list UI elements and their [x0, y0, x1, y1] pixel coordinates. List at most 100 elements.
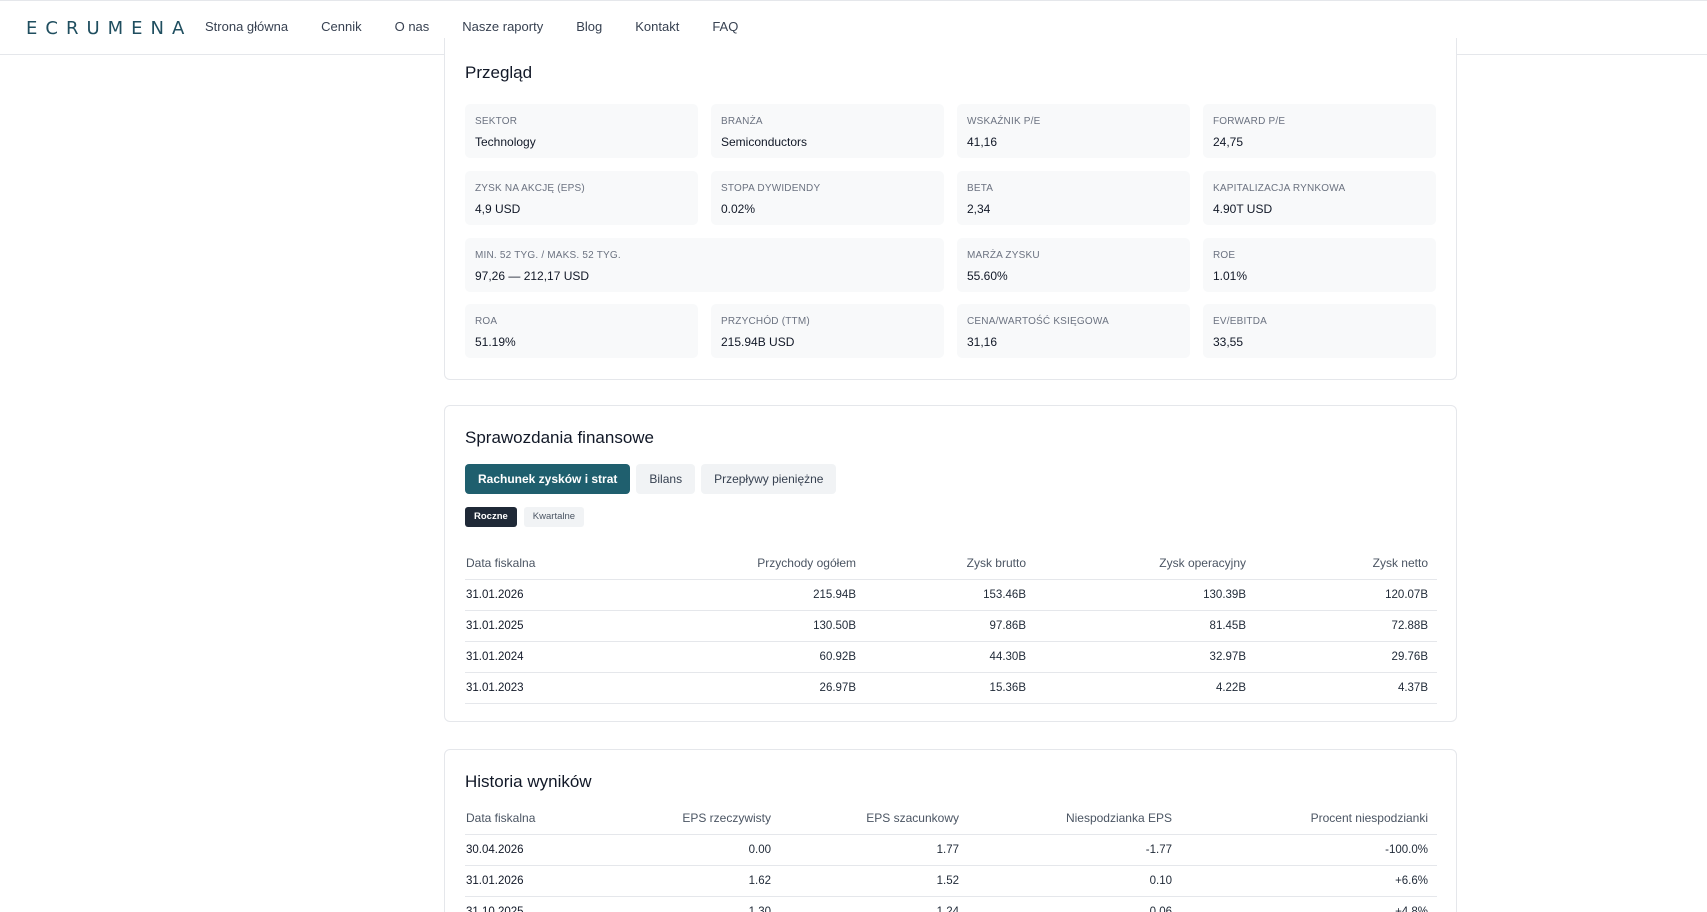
cell-date: 31.10.2025	[465, 896, 615, 912]
nav-pricing[interactable]: Cennik	[321, 19, 362, 34]
col-header: Zysk operacyjny	[1035, 547, 1255, 580]
table-row: 30.04.2026 0.00 1.77 -1.77 -100.0%	[465, 834, 1437, 866]
tile-label: SEKTOR	[475, 116, 518, 127]
tile-label: BETA	[967, 183, 994, 194]
brand-logo[interactable]: ECRUMENA	[26, 18, 193, 39]
cell-operating-income: 32.97B	[1035, 641, 1255, 673]
cell-eps-surprise: 0.06	[968, 896, 1181, 912]
tab-cash-flow[interactable]: Przepływy pieniężne	[701, 464, 837, 494]
nav-about[interactable]: O nas	[394, 19, 430, 34]
cell-operating-income: 130.39B	[1035, 579, 1255, 611]
tile-market-cap: KAPITALIZACJA RYNKOWA 4.90T USD	[1203, 171, 1436, 225]
cell-date: 31.01.2024	[465, 641, 645, 673]
financials-table: Data fiskalna Przychody ogółem Zysk brut…	[465, 547, 1437, 704]
nav-blog[interactable]: Blog	[576, 19, 603, 34]
cell-eps-estimate: 1.52	[780, 865, 968, 897]
main-nav: Strona główna Cennik O nas Nasze raporty…	[205, 19, 771, 34]
tile-eps: ZYSK NA AKCJĘ (EPS) 4,9 USD	[465, 171, 698, 225]
nav-faq[interactable]: FAQ	[712, 19, 739, 34]
tile-revenue-ttm: PRZYCHÓD (TTM) 215.94B USD	[711, 304, 944, 358]
cell-operating-income: 81.45B	[1035, 610, 1255, 642]
tile-label: ZYSK NA AKCJĘ (EPS)	[475, 183, 585, 194]
tile-value: 31,16	[967, 335, 998, 349]
tile-value: 51.19%	[475, 335, 516, 349]
tile-label: STOPA DYWIDENDY	[721, 183, 821, 194]
tile-label: ROA	[475, 316, 498, 327]
period-annual[interactable]: Roczne	[465, 507, 517, 527]
cell-eps-actual: 1.30	[615, 896, 780, 912]
nav-contact[interactable]: Kontakt	[635, 19, 680, 34]
tile-label: KAPITALIZACJA RYNKOWA	[1213, 183, 1346, 194]
cell-eps-surprise: 0.10	[968, 865, 1181, 897]
tile-value: 41,16	[967, 135, 998, 149]
tile-forward-pe: FORWARD P/E 24,75	[1203, 104, 1436, 158]
tile-value: 4.90T USD	[1213, 202, 1273, 216]
table-row: 31.01.2026 1.62 1.52 0.10 +6.6%	[465, 865, 1437, 897]
nav-reports[interactable]: Nasze raporty	[462, 19, 544, 34]
table-row: 31.01.2026 215.94B 153.46B 130.39B 120.0…	[465, 579, 1437, 611]
table-header-row: Data fiskalna Przychody ogółem Zysk brut…	[465, 547, 1437, 580]
tile-52week-range: MIN. 52 TYG. / MAKS. 52 TYG. 97,26 — 212…	[465, 238, 944, 292]
tile-value: 97,26 — 212,17 USD	[475, 269, 590, 283]
cell-revenue: 215.94B	[645, 579, 865, 611]
col-header: Data fiskalna	[465, 802, 615, 835]
table-header-row: Data fiskalna EPS rzeczywisty EPS szacun…	[465, 802, 1437, 835]
tile-label: MARŻA ZYSKU	[967, 250, 1040, 261]
tile-dividend: STOPA DYWIDENDY 0.02%	[711, 171, 944, 225]
cell-eps-estimate: 1.24	[780, 896, 968, 912]
cell-surprise-percent: -100.0%	[1181, 834, 1437, 866]
period-quarterly[interactable]: Kwartalne	[523, 507, 585, 527]
earnings-title: Historia wyników	[465, 772, 592, 791]
cell-revenue: 60.92B	[645, 641, 865, 673]
col-header: Zysk netto	[1255, 547, 1437, 580]
tile-value: 24,75	[1213, 135, 1244, 149]
tab-income-statement[interactable]: Rachunek zysków i strat	[465, 464, 631, 494]
col-header: EPS szacunkowy	[780, 802, 968, 835]
tile-value: Technology	[475, 135, 536, 149]
col-header: Niespodzianka EPS	[968, 802, 1181, 835]
col-header: EPS rzeczywisty	[615, 802, 780, 835]
tile-value: 55.60%	[967, 269, 1008, 283]
cell-surprise-percent: +4.8%	[1181, 896, 1437, 912]
table-row: 31.01.2025 130.50B 97.86B 81.45B 72.88B	[465, 610, 1437, 642]
cell-operating-income: 4.22B	[1035, 672, 1255, 704]
table-row: 31.01.2023 26.97B 15.36B 4.22B 4.37B	[465, 672, 1437, 704]
cell-revenue: 130.50B	[645, 610, 865, 642]
financials-title: Sprawozdania finansowe	[465, 428, 655, 447]
tile-value: 4,9 USD	[475, 202, 521, 216]
tile-price-to-book: CENA/WARTOŚĆ KSIĘGOWA 31,16	[957, 304, 1190, 358]
overview-title: Przegląd	[465, 63, 533, 82]
cell-revenue: 26.97B	[645, 672, 865, 704]
cell-net-income: 4.37B	[1255, 672, 1437, 704]
table-row: 31.10.2025 1.30 1.24 0.06 +4.8%	[465, 896, 1437, 912]
cell-gross-profit: 15.36B	[865, 672, 1035, 704]
cell-date: 30.04.2026	[465, 834, 615, 866]
tile-label: CENA/WARTOŚĆ KSIĘGOWA	[967, 316, 1109, 327]
overview-card: Przegląd SEKTOR Technology BRANŻA Semico…	[444, 38, 1457, 380]
tile-value: Semiconductors	[721, 135, 808, 149]
tile-label: MIN. 52 TYG. / MAKS. 52 TYG.	[475, 250, 621, 261]
tile-profit-margin: MARŻA ZYSKU 55.60%	[957, 238, 1190, 292]
cell-net-income: 120.07B	[1255, 579, 1437, 611]
col-header: Data fiskalna	[465, 547, 645, 580]
cell-surprise-percent: +6.6%	[1181, 865, 1437, 897]
tile-value: 215.94B USD	[721, 335, 795, 349]
tile-industry: BRANŻA Semiconductors	[711, 104, 944, 158]
tile-value: 33,55	[1213, 335, 1244, 349]
tab-balance-sheet[interactable]: Bilans	[636, 464, 696, 494]
tile-label: BRANŻA	[721, 116, 763, 127]
period-toggle: Roczne Kwartalne	[465, 507, 585, 527]
cell-net-income: 29.76B	[1255, 641, 1437, 673]
tile-value: 2,34	[967, 202, 991, 216]
cell-eps-actual: 0.00	[615, 834, 780, 866]
cell-date: 31.01.2025	[465, 610, 645, 642]
tile-ev-ebitda: EV/EBITDA 33,55	[1203, 304, 1436, 358]
earnings-table: Data fiskalna EPS rzeczywisty EPS szacun…	[465, 802, 1437, 912]
tile-beta: BETA 2,34	[957, 171, 1190, 225]
nav-home[interactable]: Strona główna	[205, 19, 289, 34]
tile-value: 1.01%	[1213, 269, 1248, 283]
tile-roa: ROA 51.19%	[465, 304, 698, 358]
tile-label: PRZYCHÓD (TTM)	[721, 316, 810, 327]
col-header: Procent niespodzianki	[1181, 802, 1437, 835]
cell-gross-profit: 153.46B	[865, 579, 1035, 611]
